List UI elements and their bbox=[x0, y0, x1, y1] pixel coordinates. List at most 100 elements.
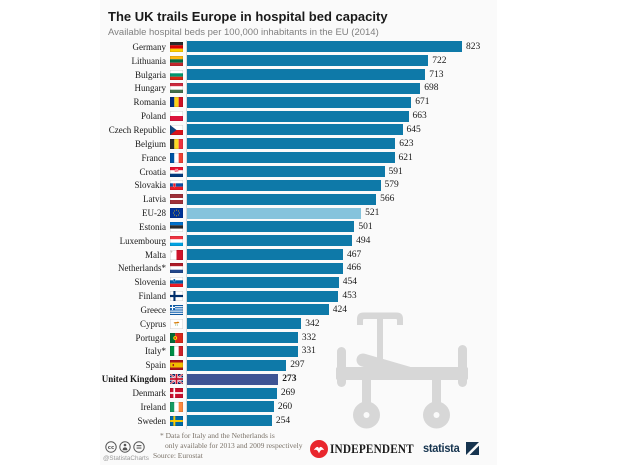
value-label: 823 bbox=[466, 41, 481, 52]
bar-gr bbox=[187, 304, 329, 316]
country-label: Germany bbox=[132, 41, 167, 52]
value-label: 467 bbox=[347, 249, 362, 260]
bar-nl bbox=[187, 262, 343, 274]
bar-si bbox=[187, 276, 339, 288]
bar-sk bbox=[187, 179, 381, 191]
bar-se bbox=[187, 415, 272, 427]
bar-ee bbox=[187, 221, 355, 233]
bar-de bbox=[187, 41, 462, 53]
footnote-line1: * Data for Italy and the Netherlands is bbox=[160, 431, 275, 440]
country-label: Estonia bbox=[139, 221, 166, 232]
chart-row: Lithuania 722 bbox=[100, 54, 497, 68]
value-label: 273 bbox=[282, 374, 297, 385]
chart-row: Estonia 501 bbox=[100, 220, 497, 234]
statista-handle: @StatistaCharts bbox=[103, 455, 149, 462]
country-label: Latvia bbox=[143, 194, 166, 205]
bar-eu bbox=[187, 207, 362, 219]
chart-row: Finland 453 bbox=[100, 289, 497, 303]
bar-cz bbox=[187, 124, 403, 136]
country-label: EU-28 bbox=[142, 208, 166, 219]
chart-row: Denmark 269 bbox=[100, 386, 497, 400]
value-label: 566 bbox=[380, 194, 395, 205]
flag-icon-lv bbox=[170, 194, 183, 205]
bar-it bbox=[187, 345, 298, 357]
country-label: Czech Republic bbox=[108, 124, 166, 135]
flag-icon-ie bbox=[170, 401, 183, 412]
value-label: 645 bbox=[406, 124, 421, 135]
attribution-icon bbox=[119, 441, 131, 453]
country-label: Lithuania bbox=[131, 55, 167, 66]
value-label: 698 bbox=[424, 83, 439, 94]
bar-gb bbox=[187, 373, 279, 385]
country-label: United Kingdom bbox=[101, 374, 166, 385]
chart-row: Ireland 260 bbox=[100, 400, 497, 414]
country-label: Denmark bbox=[132, 388, 167, 399]
flag-icon-pl bbox=[170, 111, 183, 122]
chart-row: Germany 823 bbox=[100, 40, 497, 54]
country-label: Bulgaria bbox=[135, 69, 166, 80]
chart-row: Romania 671 bbox=[100, 95, 497, 109]
independent-wordmark: INDEPENDENT bbox=[330, 441, 414, 456]
value-label: 332 bbox=[301, 332, 317, 343]
country-label: Cyprus bbox=[139, 318, 166, 329]
bar-fr bbox=[187, 152, 395, 164]
chart-row: EU-28 521 bbox=[100, 206, 497, 220]
country-label: France bbox=[141, 152, 167, 163]
chart-row: Poland 663 bbox=[100, 109, 497, 123]
value-label: 579 bbox=[384, 180, 399, 191]
chart-row: Greece 424 bbox=[100, 303, 497, 317]
bar-dk bbox=[187, 387, 277, 399]
chart-row: Netherlands* 466 bbox=[100, 262, 497, 276]
flag-icon-cy bbox=[170, 318, 183, 329]
bar-hr bbox=[187, 166, 385, 178]
value-label: 342 bbox=[305, 318, 320, 329]
value-label: 331 bbox=[301, 346, 316, 357]
flag-icon-es bbox=[170, 360, 183, 371]
chart-row: Slovakia 579 bbox=[100, 178, 497, 192]
page-title: The UK trails Europe in hospital bed cap… bbox=[108, 9, 388, 24]
value-label: 494 bbox=[356, 235, 371, 246]
chart-row: Hungary 698 bbox=[100, 82, 497, 96]
cc-icon: cc bbox=[105, 441, 117, 453]
statista-wordmark: statista bbox=[423, 441, 460, 455]
flag-icon-pt bbox=[170, 332, 183, 343]
chart-row: Malta 467 bbox=[100, 248, 497, 262]
independent-logo: INDEPENDENT bbox=[310, 440, 423, 458]
independent-eagle-icon bbox=[310, 440, 328, 458]
value-label: 671 bbox=[415, 97, 430, 108]
bar-pl bbox=[187, 110, 409, 122]
svg-text:cc: cc bbox=[108, 445, 115, 451]
license-icons: cc bbox=[105, 441, 145, 453]
value-label: 297 bbox=[290, 360, 305, 371]
chart-row: France 621 bbox=[100, 151, 497, 165]
bar-es bbox=[187, 359, 287, 371]
chart-row: Latvia 566 bbox=[100, 192, 497, 206]
flag-icon-nl bbox=[170, 263, 183, 274]
chart-row: Cyprus 342 bbox=[100, 317, 497, 331]
value-label: 254 bbox=[275, 415, 291, 426]
hospital-bed-icon bbox=[336, 312, 468, 429]
footnote: * Data for Italy and the Netherlands is … bbox=[153, 431, 302, 451]
flag-icon-gb bbox=[169, 373, 184, 385]
footnote-line2: only available for 2013 and 2009 respect… bbox=[165, 440, 303, 450]
chart-row: Spain 297 bbox=[100, 358, 497, 372]
flag-icon-si bbox=[170, 277, 183, 288]
bar-lt bbox=[187, 55, 429, 67]
chart-row: Croatia 591 bbox=[100, 165, 497, 179]
chart-row: Sweden 254 bbox=[100, 414, 497, 428]
flag-icon-dk bbox=[170, 388, 183, 399]
country-label: Spain bbox=[145, 360, 166, 371]
bar-ro bbox=[187, 96, 412, 108]
infographic-panel: The UK trails Europe in hospital bed cap… bbox=[100, 0, 497, 465]
value-label: 713 bbox=[429, 69, 444, 80]
statista-logo: statista bbox=[423, 441, 479, 455]
axis-baseline bbox=[186, 40, 187, 429]
flag-icon-fr bbox=[170, 152, 183, 163]
bar-lu bbox=[187, 235, 353, 247]
country-label: Italy* bbox=[145, 346, 166, 357]
flag-icon-bg bbox=[170, 69, 183, 80]
flag-icon-be bbox=[170, 138, 183, 149]
flag-icon-sk bbox=[170, 180, 183, 191]
page-subtitle: Available hospital beds per 100,000 inha… bbox=[108, 27, 379, 38]
flag-icon-mt bbox=[170, 249, 183, 260]
